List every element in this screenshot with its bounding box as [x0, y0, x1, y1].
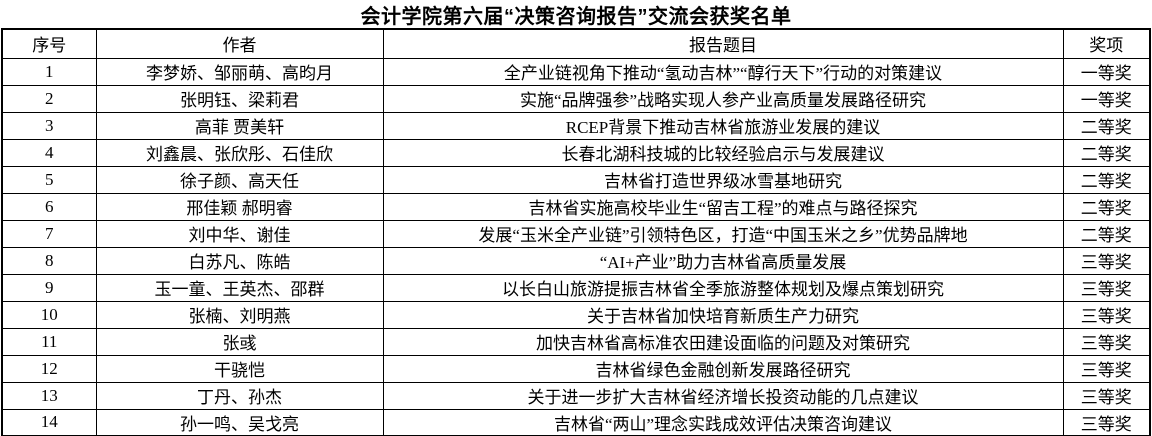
cell-award: 三等奖 [1062, 354, 1151, 383]
cell-no: 2 [1, 84, 97, 113]
cell-award: 三等奖 [1062, 408, 1151, 436]
cell-report: 实施“品牌强参”战略实现人参产业高质量发展路径研究 [382, 84, 1064, 113]
cell-report: 全产业链视角下推动“氢动吉林”“醇行天下”行动的对策建议 [382, 57, 1064, 86]
cell-award: 一等奖 [1062, 57, 1151, 86]
cell-award: 三等奖 [1062, 327, 1151, 356]
cell-award: 二等奖 [1062, 138, 1151, 167]
cell-report: 关于进一步扩大吉林省经济增长投资动能的几点建议 [382, 381, 1064, 410]
cell-no: 10 [1, 300, 97, 329]
cell-authors: 孙一鸣、吴戈亮 [95, 408, 384, 436]
header-award: 奖项 [1062, 28, 1151, 59]
cell-report: 吉林省实施高校毕业生“留吉工程”的难点与路径探究 [382, 192, 1064, 221]
table-row: 14 孙一鸣、吴戈亮 吉林省“两山”理念实践成效评估决策咨询建议 三等奖 [1, 408, 1151, 436]
cell-award: 三等奖 [1062, 273, 1151, 302]
header-report: 报告题目 [382, 28, 1064, 59]
table-row: 10 张楠、刘明燕 关于吉林省加快培育新质生产力研究 三等奖 [1, 300, 1151, 329]
cell-authors: 干骁恺 [95, 354, 384, 383]
table-body: 1 李梦娇、邹丽萌、高昀月 全产业链视角下推动“氢动吉林”“醇行天下”行动的对策建议… [1, 57, 1151, 436]
table-row: 9 玉一童、王英杰、邵群 以长白山旅游提振吉林省全季旅游整体规划及爆点策划研究 三等奖 [1, 273, 1151, 302]
cell-authors: 白苏凡、陈皓 [95, 246, 384, 275]
cell-award: 三等奖 [1062, 381, 1151, 410]
header-no: 序号 [1, 28, 97, 59]
table-row: 13 丁丹、孙杰 关于进一步扩大吉林省经济增长投资动能的几点建议 三等奖 [1, 381, 1151, 410]
cell-no: 5 [1, 165, 97, 194]
cell-report: 关于吉林省加快培育新质生产力研究 [382, 300, 1064, 329]
document-title: 会计学院第六届“决策咨询报告”交流会获奖名单 [360, 5, 792, 28]
cell-report: 以长白山旅游提振吉林省全季旅游整体规划及爆点策划研究 [382, 273, 1064, 302]
cell-authors: 高菲 贾美轩 [95, 111, 384, 140]
cell-report: 发展“玉米全产业链”引领特色区，打造“中国玉米之乡”优势品牌地 [382, 219, 1064, 248]
table-row: 6 邢佳颖 郝明睿 吉林省实施高校毕业生“留吉工程”的难点与路径探究 二等奖 [1, 192, 1151, 221]
cell-no: 9 [1, 273, 97, 302]
cell-report: “AI+产业”助力吉林省高质量发展 [382, 246, 1064, 275]
cell-authors: 刘中华、谢佳 [95, 219, 384, 248]
cell-authors: 张彧 [95, 327, 384, 356]
cell-authors: 李梦娇、邹丽萌、高昀月 [95, 57, 384, 86]
table-row: 1 李梦娇、邹丽萌、高昀月 全产业链视角下推动“氢动吉林”“醇行天下”行动的对策建议… [1, 57, 1151, 86]
cell-authors: 刘鑫晨、张欣彤、石佳欣 [95, 138, 384, 167]
cell-no: 11 [1, 327, 97, 356]
cell-authors: 丁丹、孙杰 [95, 381, 384, 410]
cell-no: 4 [1, 138, 97, 167]
cell-award: 二等奖 [1062, 165, 1151, 194]
cell-no: 6 [1, 192, 97, 221]
cell-no: 3 [1, 111, 97, 140]
cell-no: 7 [1, 219, 97, 248]
cell-no: 14 [1, 408, 97, 436]
cell-award: 二等奖 [1062, 111, 1151, 140]
cell-report: RCEP背景下推动吉林省旅游业发展的建议 [382, 111, 1064, 140]
cell-report: 加快吉林省高标准农田建设面临的问题及对策研究 [382, 327, 1064, 356]
header-authors: 作者 [95, 28, 384, 59]
table-header: 序号 作者 报告题目 奖项 [1, 28, 1151, 59]
cell-authors: 徐子颜、高天任 [95, 165, 384, 194]
cell-award: 二等奖 [1062, 192, 1151, 221]
table-row: 12 干骁恺 吉林省绿色金融创新发展路径研究 三等奖 [1, 354, 1151, 383]
table-row: 2 张明钰、梁莉君 实施“品牌强参”战略实现人参产业高质量发展路径研究 一等奖 [1, 84, 1151, 113]
cell-report: 吉林省打造世界级冰雪基地研究 [382, 165, 1064, 194]
award-table: 序号 作者 报告题目 奖项 1 李梦娇、邹丽萌、高昀月 全产业链视角下推动“氢动吉林… [1, 28, 1151, 436]
cell-authors: 玉一童、王英杰、邵群 [95, 273, 384, 302]
cell-no: 1 [1, 57, 97, 86]
cell-no: 8 [1, 246, 97, 275]
cell-award: 三等奖 [1062, 300, 1151, 329]
table-row: 5 徐子颜、高天任 吉林省打造世界级冰雪基地研究 二等奖 [1, 165, 1151, 194]
cell-report: 吉林省绿色金融创新发展路径研究 [382, 354, 1064, 383]
cell-report: 长春北湖科技城的比较经验启示与发展建议 [382, 138, 1064, 167]
table-row: 11 张彧 加快吉林省高标准农田建设面临的问题及对策研究 三等奖 [1, 327, 1151, 356]
cell-award: 三等奖 [1062, 246, 1151, 275]
header-row: 序号 作者 报告题目 奖项 [1, 28, 1151, 59]
table-row: 8 白苏凡、陈皓 “AI+产业”助力吉林省高质量发展 三等奖 [1, 246, 1151, 275]
cell-no: 12 [1, 354, 97, 383]
table-row: 4 刘鑫晨、张欣彤、石佳欣 长春北湖科技城的比较经验启示与发展建议 二等奖 [1, 138, 1151, 167]
cell-authors: 邢佳颖 郝明睿 [95, 192, 384, 221]
cell-award: 二等奖 [1062, 219, 1151, 248]
cell-authors: 张明钰、梁莉君 [95, 84, 384, 113]
cell-no: 13 [1, 381, 97, 410]
table-row: 7 刘中华、谢佳 发展“玉米全产业链”引领特色区，打造“中国玉米之乡”优势品牌地 二等… [1, 219, 1151, 248]
cell-award: 一等奖 [1062, 84, 1151, 113]
table-row: 3 高菲 贾美轩 RCEP背景下推动吉林省旅游业发展的建议 二等奖 [1, 111, 1151, 140]
cell-authors: 张楠、刘明燕 [95, 300, 384, 329]
cell-report: 吉林省“两山”理念实践成效评估决策咨询建议 [382, 408, 1064, 436]
